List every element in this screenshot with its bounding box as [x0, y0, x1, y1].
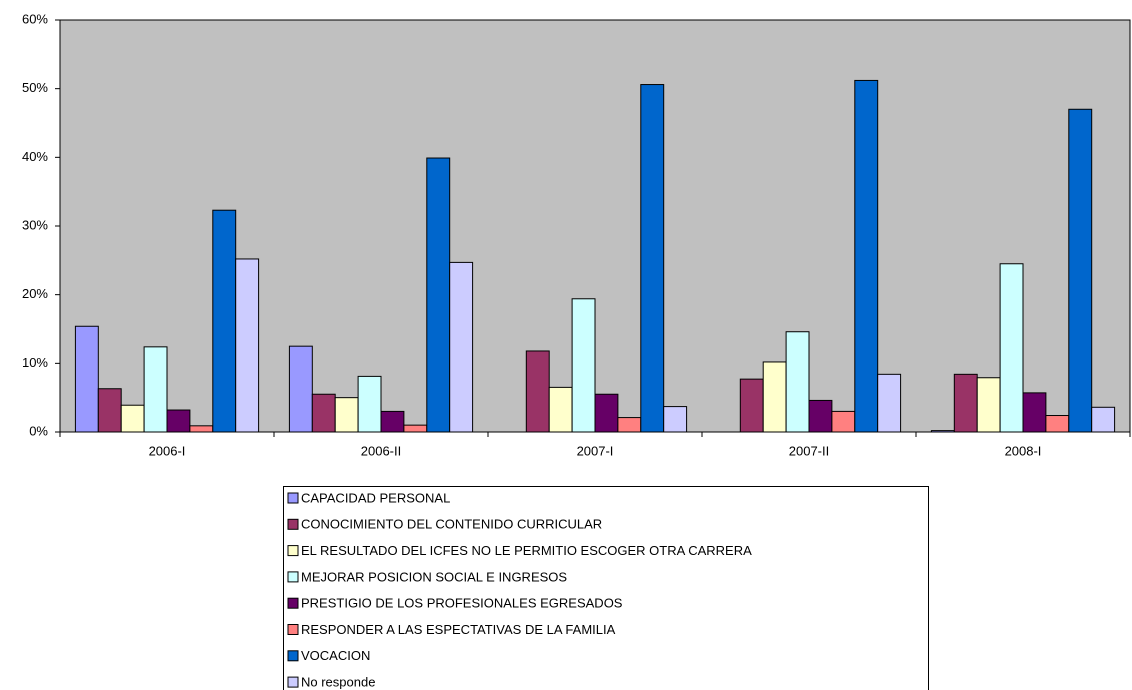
y-tick-label: 60%: [22, 11, 48, 26]
bar: [594, 393, 619, 433]
y-tick-label: 50%: [22, 80, 48, 95]
legend-swatch: [287, 492, 299, 504]
bar: [976, 377, 1001, 433]
bar: [739, 378, 764, 433]
legend-swatch: [287, 624, 299, 635]
x-tick-label: 2006-II: [361, 443, 401, 458]
bar: [808, 399, 833, 433]
legend-swatch: [287, 597, 299, 609]
legend-swatch: [287, 545, 299, 557]
legend-label: VOCACION: [301, 648, 370, 663]
bar: [97, 388, 122, 433]
bar: [449, 261, 474, 433]
bar: [1068, 108, 1093, 433]
bar: [120, 404, 145, 433]
x-tick-label: 2007-I: [577, 443, 614, 458]
legend-label: CONOCIMIENTO DEL CONTENIDO CURRICULAR: [301, 517, 602, 532]
x-tick-label: 2007-II: [789, 443, 829, 458]
bar: [74, 325, 99, 433]
bar: [617, 417, 642, 433]
legend-swatch: [287, 676, 299, 688]
legend-label: PRESTIGIO DE LOS PROFESIONALES EGRESADOS: [301, 596, 623, 611]
bar: [999, 263, 1024, 433]
bar: [525, 350, 550, 433]
bar: [1045, 415, 1070, 433]
bar: [663, 406, 688, 433]
bar: [143, 346, 168, 433]
bar: [762, 361, 787, 433]
legend-label: RESPONDER A LAS ESPECTATIVAS DE LA FAMIL…: [301, 622, 616, 637]
y-tick-label: 30%: [22, 217, 48, 232]
bar: [953, 373, 978, 433]
bar: [1022, 392, 1047, 433]
x-tick-label: 2006-I: [149, 443, 186, 458]
legend-swatch: [287, 571, 299, 583]
bar: [235, 258, 260, 433]
legend-label: CAPACIDAD PERSONAL: [301, 490, 450, 505]
legend-label: MEJORAR POSICION SOCIAL E INGRESOS: [301, 569, 567, 584]
legend-label: EL RESULTADO DEL ICFES NO LE PERMITIO ES…: [301, 543, 752, 558]
bar: [571, 298, 596, 433]
bar: [831, 410, 856, 433]
x-tick-label: 2008-I: [1005, 443, 1042, 458]
bar: [854, 79, 879, 433]
bar: [212, 209, 237, 433]
bar: [640, 84, 665, 433]
bar: [311, 393, 336, 433]
bar: [785, 331, 810, 433]
bar: [357, 375, 382, 433]
legend-label: No responde: [301, 675, 375, 690]
bar: [380, 410, 405, 433]
y-tick-label: 10%: [22, 355, 48, 370]
bar: [877, 373, 902, 433]
bar: [548, 386, 573, 433]
y-tick-label: 40%: [22, 149, 48, 164]
legend-swatch: [287, 518, 299, 530]
bar: [189, 425, 214, 433]
y-tick-label: 20%: [22, 286, 48, 301]
bar: [334, 397, 359, 433]
legend-box: [283, 486, 929, 690]
bar: [403, 424, 428, 433]
bar: [1091, 406, 1116, 433]
y-tick-label: 0%: [29, 423, 48, 438]
bar: [426, 157, 451, 433]
bar: [166, 409, 191, 433]
legend-swatch: [287, 650, 299, 662]
bar: [288, 345, 313, 433]
